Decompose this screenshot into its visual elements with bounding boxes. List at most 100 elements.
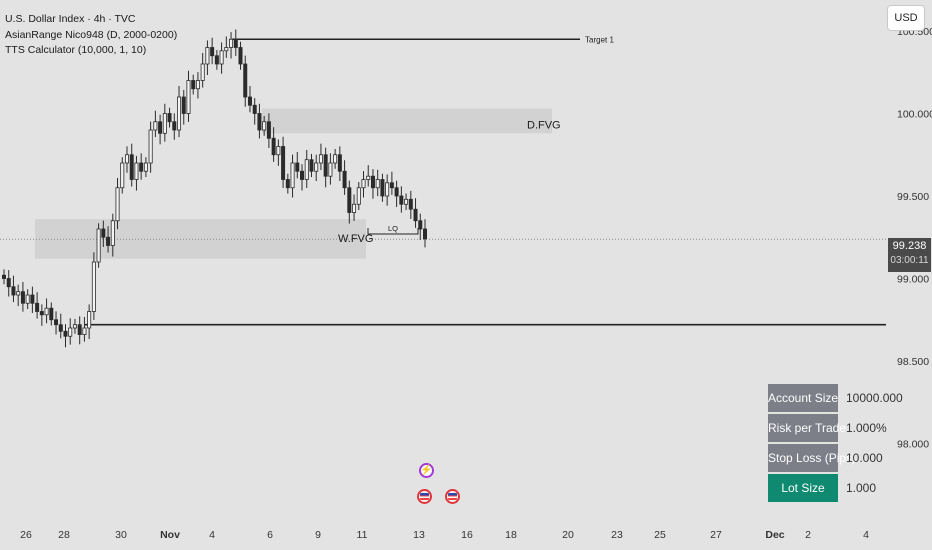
- candle-body: [271, 137, 276, 156]
- candle-body: [342, 170, 347, 189]
- wfvg-label: W.FVG: [338, 233, 373, 245]
- candle: [389, 171, 394, 195]
- candle-body: [186, 80, 191, 114]
- candle: [110, 213, 115, 257]
- candle: [337, 146, 342, 181]
- candle-body: [82, 327, 87, 335]
- candle: [380, 173, 385, 202]
- candle-body: [49, 307, 54, 321]
- candle-body: [191, 80, 196, 90]
- time-axis-label: 16: [461, 529, 473, 541]
- candle: [262, 115, 267, 136]
- candle: [68, 318, 73, 345]
- candle-body: [318, 154, 323, 164]
- chart-legend: U.S. Dollar Index · 4h · TVC AsianRange …: [5, 12, 177, 59]
- candle: [247, 85, 252, 113]
- indicator-tts-calculator[interactable]: TTS Calculator (10,000, 1, 10): [5, 44, 147, 56]
- candle-body: [20, 291, 25, 304]
- candle: [399, 186, 404, 213]
- candle: [91, 252, 96, 320]
- current-price-label: 99.238: [892, 240, 927, 252]
- candle: [200, 52, 205, 88]
- candle: [63, 324, 68, 348]
- candle: [252, 98, 257, 125]
- currency-button[interactable]: USD: [887, 5, 925, 31]
- candle: [35, 292, 40, 319]
- symbol-title[interactable]: U.S. Dollar Index · 4h · TVC: [5, 13, 136, 25]
- candle-body: [54, 319, 59, 326]
- candle-body: [39, 311, 44, 316]
- candle-body: [233, 38, 238, 48]
- candle-body: [91, 261, 96, 312]
- lightning-icon[interactable]: ⚡: [419, 463, 434, 478]
- candle: [162, 103, 167, 142]
- candle: [153, 110, 158, 138]
- candle-body: [281, 146, 286, 180]
- candle-body: [158, 121, 163, 134]
- candle-body: [290, 162, 295, 189]
- candle: [158, 114, 163, 145]
- candle: [394, 180, 399, 208]
- target-label: Target 1: [585, 35, 614, 44]
- candle-body: [87, 311, 92, 329]
- candle-body: [143, 162, 148, 172]
- candle-body: [224, 47, 229, 52]
- candle: [404, 193, 409, 211]
- candle-body: [366, 175, 371, 180]
- candle: [58, 313, 63, 339]
- candle-body: [323, 154, 328, 177]
- bar-countdown-label: 03:00:11: [890, 255, 929, 266]
- candle-body: [333, 154, 338, 164]
- candle-body: [2, 274, 7, 279]
- candle: [300, 164, 305, 191]
- candle-body: [148, 129, 153, 164]
- candle-body: [243, 63, 248, 98]
- candle: [172, 113, 177, 140]
- us-flag-icon[interactable]: [445, 489, 460, 504]
- price-axis-label: 98.000: [897, 439, 929, 451]
- candle: [422, 219, 427, 248]
- calc-label: Lot Size: [768, 474, 838, 502]
- calc-value: 1.000%: [846, 421, 887, 435]
- candle: [347, 180, 352, 224]
- candle-body: [309, 159, 314, 172]
- time-axis-label: 18: [505, 529, 517, 541]
- candle-body: [219, 50, 224, 65]
- time-axis-label: 20: [562, 529, 574, 541]
- time-axis-label: 11: [357, 529, 368, 541]
- candle: [318, 143, 323, 171]
- calc-label: Stop Loss (Pips): [768, 444, 856, 472]
- us-flag-icon[interactable]: [417, 489, 432, 504]
- calc-label: Account Size: [768, 384, 838, 412]
- candle-body: [30, 294, 35, 304]
- candle: [266, 113, 271, 148]
- candle: [106, 226, 111, 253]
- candle: [233, 29, 238, 56]
- candle-body: [347, 187, 352, 213]
- candle: [39, 304, 44, 326]
- candle-body: [25, 294, 30, 304]
- candle: [295, 151, 300, 179]
- candle: [314, 154, 319, 181]
- lq-label: LQ: [388, 224, 398, 233]
- candle: [219, 42, 224, 74]
- candle-body: [356, 187, 361, 205]
- candle-body: [205, 47, 210, 65]
- candle-body: [58, 324, 63, 332]
- candle: [11, 275, 16, 303]
- candle-body: [394, 187, 399, 197]
- indicator-asian-range[interactable]: AsianRange Nico948 (D, 2000-0200): [5, 28, 178, 41]
- candle: [54, 311, 59, 335]
- candle: [333, 148, 338, 169]
- candle-body: [399, 195, 404, 205]
- candle-body: [389, 182, 394, 189]
- candle-body: [370, 175, 375, 189]
- candle-body: [6, 278, 11, 288]
- candle-body: [257, 113, 262, 131]
- candle: [290, 154, 295, 198]
- candle: [143, 157, 148, 178]
- candle-body: [63, 330, 68, 337]
- candle: [309, 153, 314, 178]
